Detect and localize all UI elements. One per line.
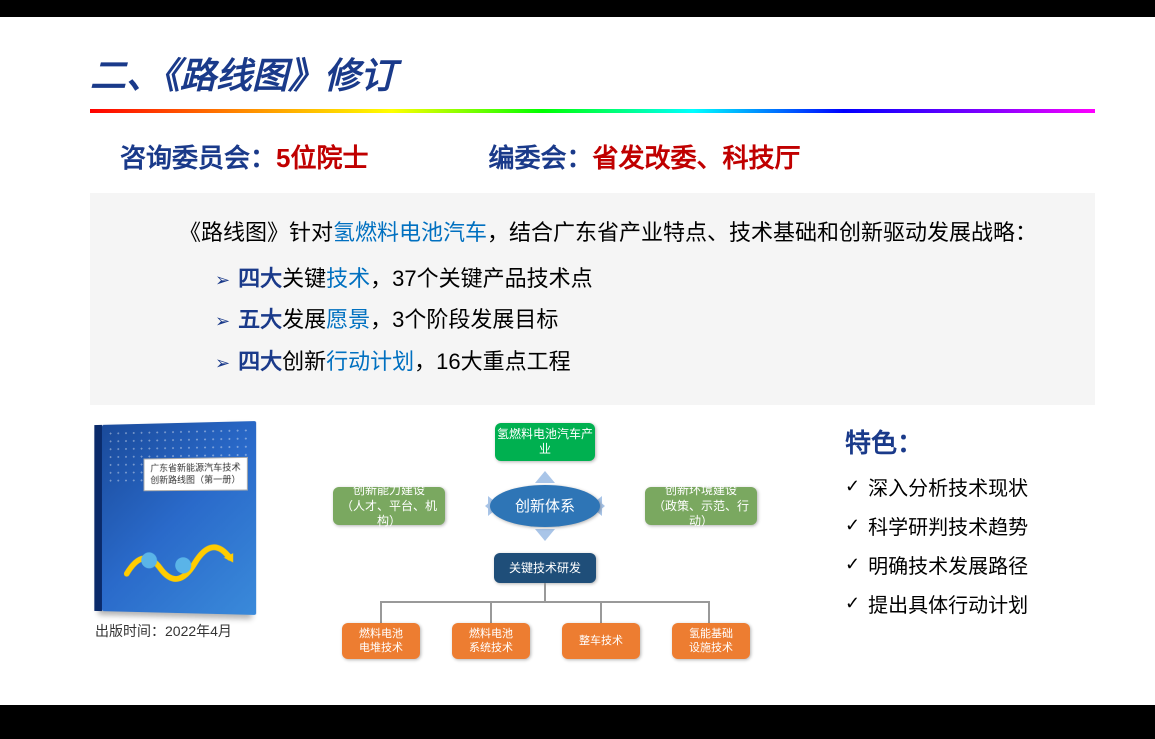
conn-line: [708, 601, 710, 623]
book-label-line2: 创新路线图（第一册）: [150, 474, 240, 487]
committee-left: 咨询委员会：5位院士: [120, 138, 368, 175]
conn-line: [600, 601, 602, 623]
feature-item: ✓ 明确技术发展路径: [845, 550, 1095, 579]
bullet-item: ➢ 四大关键技术，37个关键产品技术点: [215, 259, 1060, 299]
book-cover: 广东省新能源汽车技术 创新路线图（第一册）: [102, 421, 256, 615]
book-label: 广东省新能源汽车技术 创新路线图（第一册）: [143, 457, 247, 492]
committee-right: 编委会：省发改委、科技厅: [488, 138, 800, 175]
feature-item: ✓ 提出具体行动计划: [845, 589, 1095, 618]
diagram-node-bottom: 氢能基础 设施技术: [672, 623, 750, 659]
bullet-rest: ，16大重点工程: [414, 349, 570, 374]
description-paragraph: 《路线图》针对氢燃料电池汽车，结合广东省产业特点、技术基础和创新驱动发展战略：: [135, 213, 1060, 253]
conn-line: [544, 583, 546, 601]
committees-row: 咨询委员会：5位院士 编委会：省发改委、科技厅: [90, 138, 1095, 175]
para-pre: 《路线图》针对: [179, 220, 333, 245]
bullet-mid: 发展: [282, 307, 326, 332]
check-icon: ✓: [845, 515, 860, 536]
rainbow-divider: [90, 109, 1095, 113]
diagram-node-right: 创新环境建设 （政策、示范、行动）: [645, 487, 757, 525]
conn-line: [490, 601, 492, 623]
conn-line: [380, 601, 710, 603]
diagram-node-bottom: 燃料电池 电堆技术: [342, 623, 420, 659]
feature-text: 提出具体行动计划: [868, 589, 1028, 618]
book-wave-icon: [121, 538, 235, 589]
bullet-bold: 五大: [238, 307, 282, 332]
bullet-blue: 行动计划: [326, 349, 414, 374]
feature-text: 深入分析技术现状: [868, 472, 1028, 501]
bullet-bold: 四大: [238, 349, 282, 374]
bullet-item: ➢ 五大发展愿景，3个阶段发展目标: [215, 300, 1060, 340]
diagram-node-left: 创新能力建设 （人才、平台、机构）: [333, 487, 445, 525]
feature-text: 科学研判技术趋势: [868, 511, 1028, 540]
bullet-item: ➢ 四大创新行动计划，16大重点工程: [215, 342, 1060, 382]
diagram-area: 氢燃料电池汽车产业 创新能力建设 （人才、平台、机构） 创新体系 创新环境建设 …: [285, 423, 805, 673]
slide-title: 二、《路线图》修订: [90, 47, 1095, 99]
book-pub-date: 出版时间：2022年4月: [95, 621, 265, 641]
bullet-blue: 技术: [326, 266, 370, 291]
feature-item: ✓ 科学研判技术趋势: [845, 511, 1095, 540]
bullet-arrow-icon: ➢: [215, 347, 230, 379]
diagram-node-key: 关键技术研发: [494, 553, 596, 583]
feature-item: ✓ 深入分析技术现状: [845, 472, 1095, 501]
committee-left-label: 咨询委员会：: [120, 143, 276, 173]
check-icon: ✓: [845, 554, 860, 575]
features-area: 特色： ✓ 深入分析技术现状 ✓ 科学研判技术趋势 ✓ 明确技术发展路径 ✓ 提…: [825, 423, 1095, 628]
bullet-arrow-icon: ➢: [215, 305, 230, 337]
slide: 二、《路线图》修订 咨询委员会：5位院士 编委会：省发改委、科技厅 《路线图》针…: [0, 17, 1155, 705]
bullet-bold: 四大: [238, 266, 282, 291]
para-blue: 氢燃料电池汽车: [333, 220, 487, 245]
diagram-node-bottom: 燃料电池 系统技术: [452, 623, 530, 659]
bullet-rest: ，3个阶段发展目标: [370, 307, 558, 332]
description-block: 《路线图》针对氢燃料电池汽车，结合广东省产业特点、技术基础和创新驱动发展战略： …: [90, 193, 1095, 405]
features-title: 特色：: [845, 423, 1095, 460]
book-spine: [94, 425, 102, 611]
lower-section: 广东省新能源汽车技术 创新路线图（第一册） 出版时间：2022年4月: [90, 423, 1095, 673]
diagram-node-top: 氢燃料电池汽车产业: [495, 423, 595, 461]
check-icon: ✓: [845, 593, 860, 614]
bullet-arrow-icon: ➢: [215, 264, 230, 296]
bullet-rest: ，37个关键产品技术点: [370, 266, 592, 291]
conn-line: [380, 601, 382, 623]
para-post: ，结合广东省产业特点、技术基础和创新驱动发展战略：: [487, 220, 1037, 245]
committee-right-value: 省发改委、科技厅: [593, 143, 801, 173]
bullets-list: ➢ 四大关键技术，37个关键产品技术点 ➢ 五大发展愿景，3个阶段发展目标 ➢ …: [135, 259, 1060, 382]
bullet-blue: 愿景: [326, 307, 370, 332]
bullet-mid: 创新: [282, 349, 326, 374]
diagram-node-bottom: 整车技术: [562, 623, 640, 659]
committee-right-label: 编委会：: [488, 143, 592, 173]
bullet-mid: 关键: [282, 266, 326, 291]
committee-left-value: 5位院士: [276, 143, 368, 173]
check-icon: ✓: [845, 476, 860, 497]
book-area: 广东省新能源汽车技术 创新路线图（第一册） 出版时间：2022年4月: [90, 423, 265, 641]
feature-text: 明确技术发展路径: [868, 550, 1028, 579]
